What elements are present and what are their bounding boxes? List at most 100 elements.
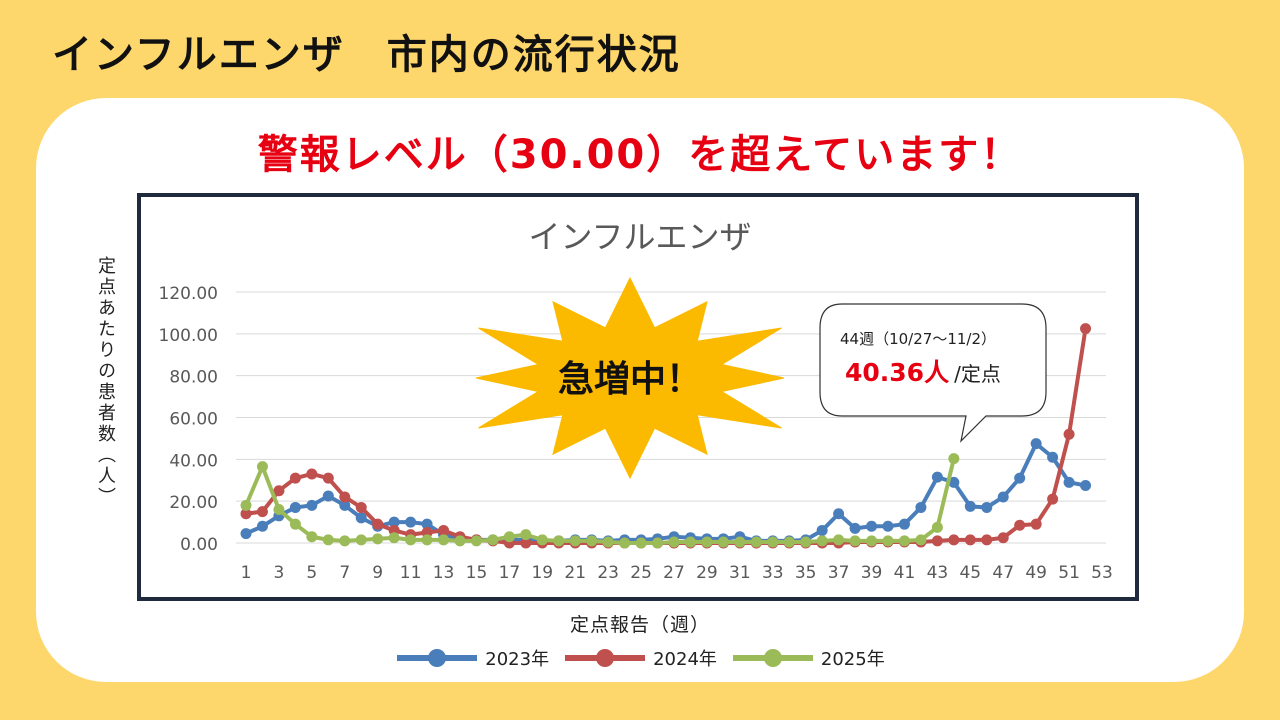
data-point	[569, 535, 581, 547]
data-point	[717, 536, 729, 548]
y-tick-label: 20.00	[169, 493, 218, 513]
data-point	[1030, 438, 1042, 450]
series-2025年	[240, 453, 960, 549]
legend-item-2023: 2023年	[395, 645, 549, 671]
x-tick-label: 33	[762, 563, 784, 583]
data-point	[931, 521, 943, 533]
x-tick-label: 27	[663, 563, 685, 583]
data-point	[322, 472, 334, 484]
data-point	[421, 518, 433, 530]
data-point	[866, 535, 878, 547]
data-point	[306, 468, 318, 480]
data-point	[1080, 323, 1092, 335]
burst-callout: 急増中！	[475, 276, 785, 480]
data-point	[750, 536, 762, 548]
data-point	[256, 506, 268, 518]
data-point	[372, 518, 384, 530]
data-point	[619, 537, 631, 549]
data-point	[981, 534, 993, 546]
data-point	[684, 536, 696, 548]
data-point	[322, 534, 334, 546]
data-point	[421, 534, 433, 546]
legend: 2023年 2024年 2025年	[0, 645, 1280, 671]
x-tick-label: 7	[339, 563, 350, 583]
page-title: インフルエンザ 市内の流行状況	[52, 32, 681, 78]
x-tick-label: 9	[372, 563, 383, 583]
data-point	[520, 529, 532, 541]
data-point	[240, 499, 252, 511]
x-tick-label: 1	[241, 563, 252, 583]
callout-value-line: 40.36人 /定点	[845, 358, 1001, 387]
data-point	[1080, 479, 1092, 491]
data-point	[1063, 476, 1075, 488]
legend-item-2024: 2024年	[563, 645, 717, 671]
data-point	[668, 536, 680, 548]
data-point	[487, 534, 499, 546]
data-point	[553, 535, 565, 547]
burst-shape	[475, 276, 785, 480]
data-point	[816, 535, 828, 547]
legend-swatch-2023	[397, 649, 478, 667]
x-tick-label: 23	[597, 563, 619, 583]
x-tick-label: 17	[499, 563, 521, 583]
data-point	[586, 535, 598, 547]
data-point	[1047, 493, 1059, 505]
data-point	[948, 534, 960, 546]
data-point	[372, 533, 384, 545]
y-tick-label: 120.00	[159, 284, 218, 304]
legend-label-2023: 2023年	[485, 649, 550, 670]
data-point	[948, 476, 960, 488]
y-axis-label: 定点あたりの患者数（人）	[95, 256, 116, 508]
legend-swatch-2024	[565, 649, 646, 667]
data-point	[1014, 519, 1026, 531]
data-point	[355, 501, 367, 513]
data-point	[849, 535, 861, 547]
x-tick-label: 37	[828, 563, 850, 583]
data-point	[1063, 428, 1075, 440]
data-point	[734, 536, 746, 548]
data-point	[355, 534, 367, 546]
data-point	[339, 491, 351, 503]
x-tick-label: 29	[696, 563, 718, 583]
data-point	[767, 536, 779, 548]
x-tick-label: 25	[630, 563, 652, 583]
data-point	[240, 528, 252, 540]
data-point	[388, 516, 400, 528]
data-point	[866, 520, 878, 532]
data-point	[783, 536, 795, 548]
data-point	[898, 535, 910, 547]
data-point	[964, 534, 976, 546]
data-point	[454, 535, 466, 547]
x-tick-label: 39	[861, 563, 883, 583]
data-point	[289, 472, 301, 484]
data-point	[981, 501, 993, 513]
x-tick-label: 53	[1091, 563, 1113, 583]
data-point	[273, 504, 285, 516]
data-point	[388, 532, 400, 544]
data-point	[948, 453, 960, 465]
x-tick-label: 11	[400, 563, 422, 583]
burst-text: 急増中！	[558, 359, 702, 400]
y-tick-label: 80.00	[169, 368, 218, 388]
data-point	[931, 471, 943, 483]
x-tick-label: 41	[894, 563, 916, 583]
alert-banner: 警報レベル（30.00）を超えています！	[257, 132, 1023, 178]
data-point	[1030, 518, 1042, 530]
series-2023年	[240, 438, 1092, 547]
data-point	[339, 535, 351, 547]
data-point	[898, 518, 910, 530]
data-point	[355, 512, 367, 524]
speech-callout: 44週（10/27〜11/2） 40.36人 /定点	[819, 303, 1047, 443]
x-tick-label: 5	[306, 563, 317, 583]
x-tick-label: 15	[466, 563, 488, 583]
x-tick-label: 21	[564, 563, 586, 583]
series-lines	[240, 323, 1092, 549]
data-point	[1047, 451, 1059, 463]
data-point	[964, 500, 976, 512]
x-tick-labels: 1 3 5 7 9 11 13 15 17 19 21 23 25 27 29 31 33 35 37 39 41 43 4…	[241, 563, 1113, 583]
data-point	[470, 535, 482, 547]
y-tick-label: 100.00	[159, 326, 218, 346]
data-point	[405, 534, 417, 546]
data-point	[1014, 472, 1026, 484]
data-point	[882, 535, 894, 547]
